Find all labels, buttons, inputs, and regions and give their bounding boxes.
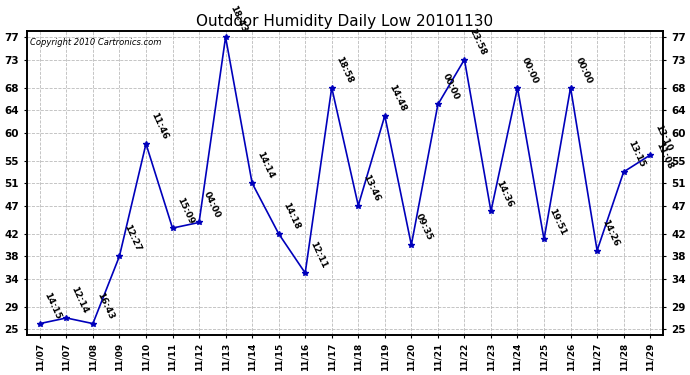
Text: 00:00: 00:00	[441, 72, 461, 102]
Text: 00:00: 00:00	[520, 56, 540, 85]
Title: Outdoor Humidity Daily Low 20101130: Outdoor Humidity Daily Low 20101130	[197, 14, 493, 29]
Text: 11:46: 11:46	[149, 111, 169, 141]
Text: 11:08: 11:08	[654, 141, 675, 171]
Text: 12:14: 12:14	[69, 285, 90, 315]
Text: 14:15: 14:15	[43, 291, 63, 321]
Text: 09:35: 09:35	[414, 212, 435, 242]
Text: 13:46: 13:46	[361, 173, 382, 203]
Text: 13:10: 13:10	[653, 123, 673, 152]
Text: 00:00: 00:00	[573, 56, 593, 85]
Text: 18:58: 18:58	[335, 55, 355, 85]
Text: 13:15: 13:15	[627, 140, 647, 169]
Text: 14:26: 14:26	[600, 218, 620, 248]
Text: 16:43: 16:43	[96, 291, 116, 321]
Text: 04:00: 04:00	[201, 190, 222, 220]
Text: 14:14: 14:14	[255, 150, 275, 180]
Text: Copyright 2010 Cartronics.com: Copyright 2010 Cartronics.com	[30, 38, 161, 46]
Text: 12:11: 12:11	[308, 240, 328, 270]
Text: 15:09: 15:09	[175, 195, 195, 225]
Text: 12:27: 12:27	[122, 224, 143, 254]
Text: 18:43: 18:43	[228, 4, 248, 34]
Text: 19:51: 19:51	[546, 207, 567, 237]
Text: 14:36: 14:36	[494, 178, 514, 209]
Text: 14:48: 14:48	[388, 83, 408, 113]
Text: 14:18: 14:18	[282, 201, 302, 231]
Text: 23:58: 23:58	[467, 27, 487, 57]
